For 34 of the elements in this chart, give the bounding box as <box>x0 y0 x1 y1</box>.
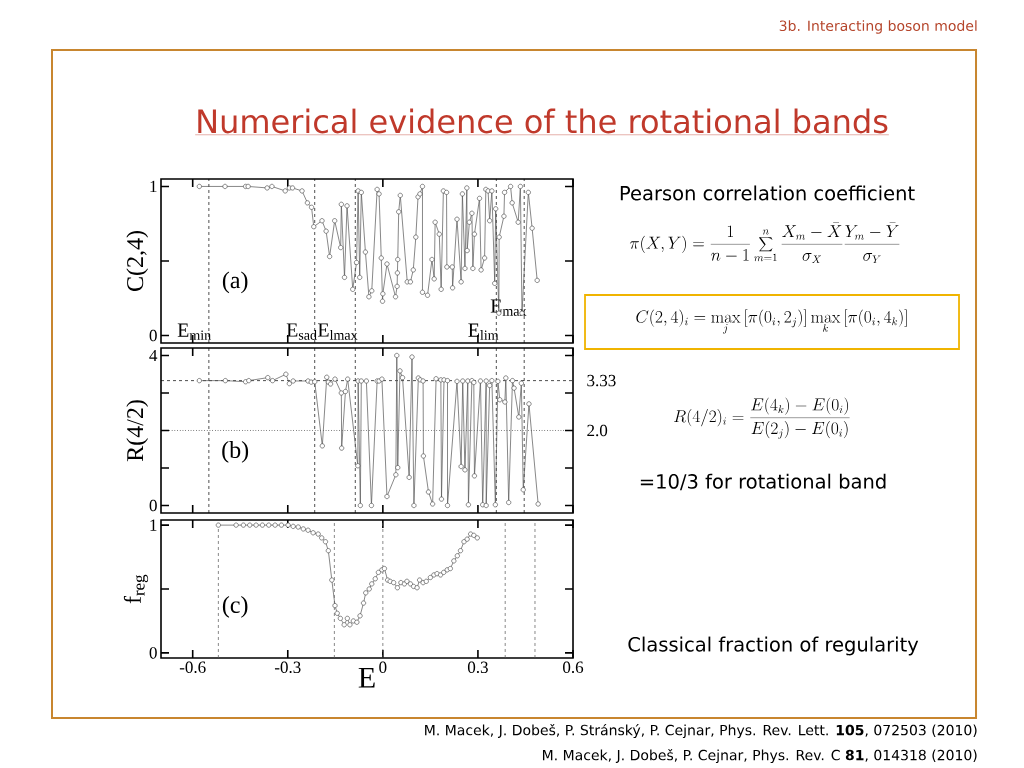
text: $\pi(X,Y)=\frac{1}{n-1}\sum_{m=1}^{n}\frac{X_m-\bar{X}}{\sigma_X}\frac{Y_m-\bar{Y}}{\sigma_Y}$ <box>629 222 900 264</box>
ref-line-label: E$_{lmax}$ <box>317 323 358 340</box>
text: M. Macek, J. Dobeš, P. Cejnar, Phys. Rev. C 81, 014318 (2010) <box>542 748 977 764</box>
x-tick-label: -0.3 <box>274 661 301 674</box>
annotation: (b) <box>222 441 249 463</box>
text: $C(2,4)_i=\max_j\left[\pi(0_i,2_j)\right]\max_k\left[\pi(0_i,4_k)\right]$ <box>636 309 907 334</box>
y-axis-title: C(2,4) <box>126 231 149 291</box>
y-tick-label: 0 <box>149 499 157 512</box>
y-tick-label: 1 <box>150 519 157 531</box>
text: Classical fraction of regularity <box>628 636 919 656</box>
text: 3b. Interacting boson model <box>779 20 977 34</box>
text: $R(4/2)_i=\frac{E(4_k)-E(0_i)}{E(2_j)-E(0_i)}$ <box>674 397 850 439</box>
ref-line-label: 2.0 <box>587 424 608 437</box>
annotation: (c) <box>222 596 248 618</box>
annotation: (a) <box>222 271 248 294</box>
x-tick-label: 0.6 <box>563 661 584 674</box>
y-tick-label: 1 <box>150 180 157 193</box>
text: =10/3 for rotational band <box>640 473 886 491</box>
x-axis-title: E <box>358 667 375 688</box>
y-tick-label: 4 <box>149 349 158 362</box>
y-axis-title: f$_{reg}$ <box>123 574 149 604</box>
y-tick-label: 0 <box>149 329 157 342</box>
ref-line-label: E$_{lim}$ <box>468 323 499 340</box>
y-axis-title: R(4/2) <box>126 400 149 462</box>
x-tick-label: 0.3 <box>467 661 488 674</box>
ref-line-label: E$_{sad}$ <box>286 323 317 340</box>
text: M. Macek, J. Dobeš, P. Stránský, P. Cejnar, Phys. Rev. Lett. 105, 072503 (2010) <box>425 723 977 739</box>
ref-line-label: E$_{min}$ <box>177 323 211 340</box>
chart-title: Numerical evidence of the rotational bands <box>198 108 888 134</box>
text: Pearson correlation coefficient <box>620 185 915 201</box>
ref-line-label: 3.33 <box>587 374 616 387</box>
y-tick-label: 0 <box>149 647 157 659</box>
x-tick-label: 0 <box>379 661 387 674</box>
x-tick-label: -0.6 <box>179 661 206 674</box>
